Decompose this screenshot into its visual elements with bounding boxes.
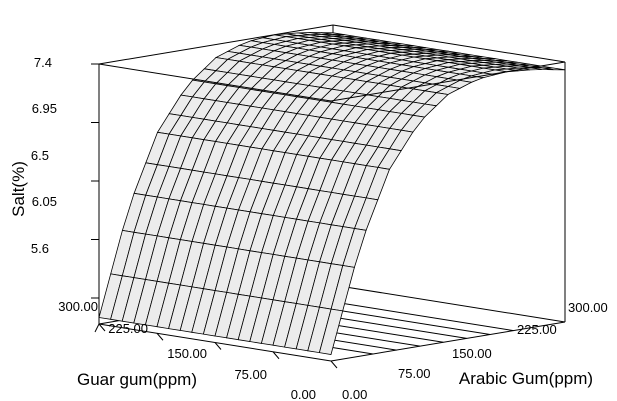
x-axis-label: Arabic Gum(ppm)	[459, 369, 593, 388]
z-tick-label: 5.6	[31, 241, 49, 256]
x-tick-label: 300.00	[568, 300, 608, 315]
z-tick-label: 6.95	[32, 101, 57, 116]
x-tick-mark	[330, 360, 338, 369]
floor-edge-back-right	[332, 284, 566, 323]
x-tick-mark	[156, 332, 164, 341]
floor-edge-arabic	[330, 321, 566, 362]
y-tick-label: 75.00	[234, 367, 267, 382]
x-tick-mark	[98, 323, 106, 332]
z-tick-label: 6.05	[32, 194, 57, 209]
x-tick-label: 75.00	[398, 366, 431, 381]
y-tick-label: 225.00	[108, 321, 148, 336]
response-surface	[98, 32, 566, 355]
y-tick-mark	[94, 323, 100, 333]
surface-cell	[318, 308, 344, 355]
y-axis-label: Guar gum(ppm)	[77, 370, 197, 389]
x-tick-label: 0.00	[342, 387, 367, 401]
z-axis-label: Salt(%)	[9, 161, 28, 217]
box-edge-front-right	[330, 61, 566, 102]
x-tick-label: 150.00	[452, 346, 492, 361]
box-edge-front-left	[98, 63, 332, 102]
box-edge-back-right	[332, 24, 566, 63]
z-tick-label: 7.4	[34, 55, 52, 70]
z-tick-label: 6.5	[31, 148, 49, 163]
y-tick-label: 0.00	[291, 387, 316, 401]
tick-labels: 7.4 6.95 6.5 6.05 5.6 300.00 225.00 150.…	[31, 55, 608, 401]
x-tick-mark	[272, 351, 280, 360]
y-tick-label: 300.00	[58, 299, 98, 314]
box-edge-back-left	[98, 24, 334, 65]
x-tick-label: 225.00	[517, 322, 557, 337]
y-tick-label: 150.00	[167, 346, 207, 361]
x-tick-mark	[214, 342, 222, 350]
